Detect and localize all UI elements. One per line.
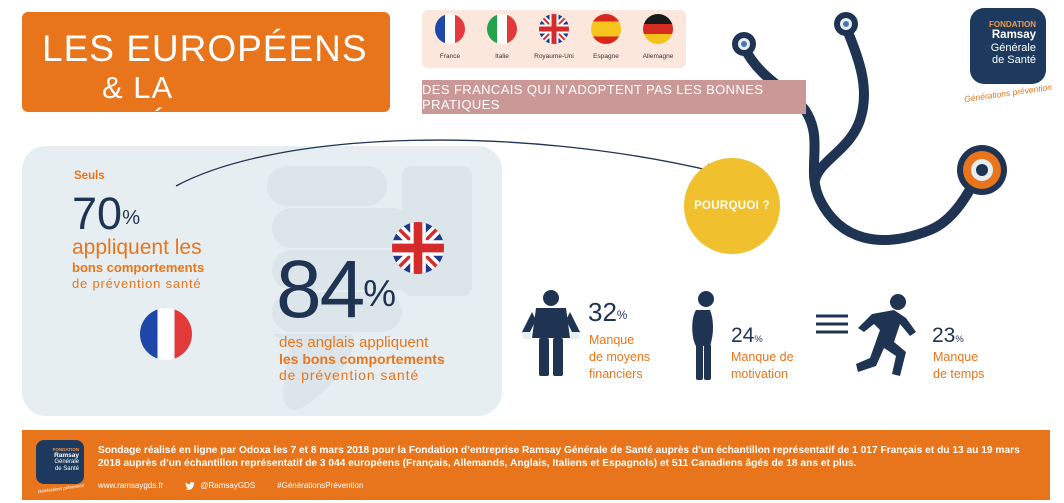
countries-legend: France Italie Royaume-Uni Espagne Allema…	[422, 10, 686, 68]
twitter-icon	[185, 481, 196, 490]
subtitle-banner: DES FRANCAIS QUI N’ADOPTENT PAS LES BONN…	[422, 80, 806, 114]
title-banner: LES EUROPÉENS & LA PRÉVENTION	[22, 12, 390, 141]
uk-line-2: les bons comportements	[279, 351, 445, 367]
title-line-2: & LA PRÉVENTION	[102, 70, 314, 141]
germany-flag-icon	[643, 14, 673, 44]
uk-flag-icon	[539, 14, 569, 44]
hashtag-link[interactable]: #GénérationsPrévention	[277, 481, 364, 490]
country-label: Royaume-Uni	[534, 53, 574, 60]
country-uk: Royaume-Uni	[528, 14, 580, 60]
uk-percentage: 84%	[276, 244, 396, 335]
country-label: Italie	[495, 53, 509, 60]
country-italy: Italie	[476, 14, 528, 60]
reason-3-label: Manque de temps	[933, 350, 985, 381]
france-prefix: Seuls	[74, 170, 105, 182]
reason-2-percentage: 24%	[731, 324, 763, 347]
reason-1-label: Manque de moyens financiers	[589, 333, 651, 381]
logo-box: FONDATION Ramsay Générale de Santé	[970, 8, 1046, 84]
uk-flag-icon	[392, 222, 444, 274]
country-label: France	[439, 53, 461, 60]
logo-line-1: FONDATION	[989, 20, 1036, 29]
spain-flag-icon	[591, 14, 621, 44]
fondation-logo: FONDATION Ramsay Générale de Santé Génér…	[962, 8, 1052, 112]
logo-line-3b: de Santé	[991, 54, 1036, 66]
running-person-icon	[816, 294, 916, 376]
footer-bar: FONDATION Ramsay Générale de Santé Génér…	[22, 430, 1050, 500]
empty-pockets-person-icon	[522, 290, 580, 376]
france-flag-icon	[435, 14, 465, 44]
country-france: France	[424, 14, 476, 60]
france-flag-icon	[140, 308, 192, 360]
france-line-2: bons comportements	[72, 260, 205, 275]
website-link[interactable]: www.ramsaygds.fr	[98, 481, 164, 490]
reason-2-label: Manque de motivation	[731, 350, 794, 381]
twitter-link[interactable]: @RamsayGDS	[185, 481, 255, 490]
country-spain: Espagne	[580, 14, 632, 60]
footer-links: www.ramsaygds.fr @RamsayGDS #Générations…	[98, 481, 363, 490]
logo-line-3a: Générale	[990, 42, 1036, 54]
pourquoi-badge: POURQUOI ?	[684, 158, 780, 254]
reason-1-percentage: 32%	[588, 297, 628, 327]
tired-person-icon	[692, 291, 714, 380]
france-percentage: 70%	[72, 188, 141, 239]
italy-flag-icon	[487, 14, 517, 44]
logo-line-2: Ramsay	[991, 29, 1036, 41]
france-line-1: appliquent les	[72, 236, 202, 259]
country-label: Espagne	[593, 53, 619, 60]
title-line-1: LES EUROPÉENS	[42, 28, 368, 69]
uk-line-3: de prévention santé	[279, 367, 420, 383]
uk-line-1: des anglais appliquent	[279, 334, 429, 351]
country-label: Allemagne	[642, 53, 674, 60]
footer-logo: FONDATION Ramsay Générale de Santé	[36, 440, 84, 484]
reason-3-percentage: 23%	[932, 324, 964, 347]
france-line-3: de prévention santé	[72, 276, 202, 291]
country-germany: Allemagne	[632, 14, 684, 60]
survey-methodology-text: Sondage réalisé en ligne par Odoxa les 7…	[98, 445, 1020, 469]
